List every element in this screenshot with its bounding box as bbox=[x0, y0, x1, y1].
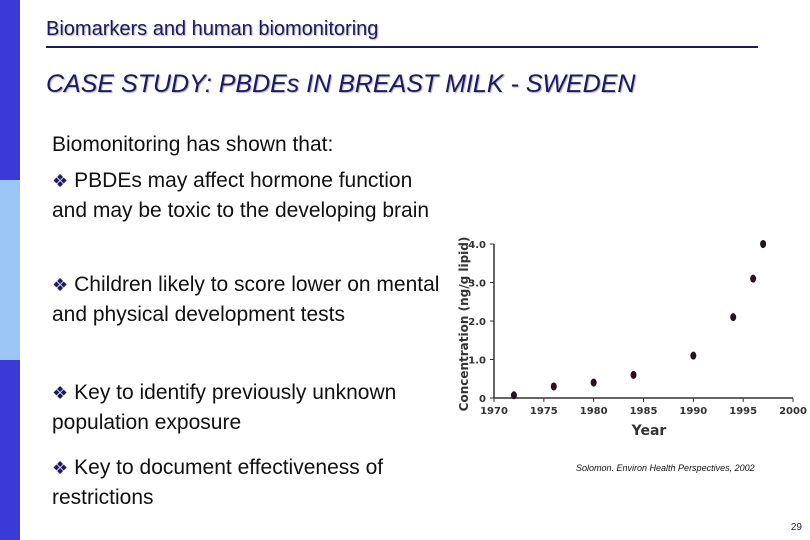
header-divider bbox=[46, 46, 758, 48]
chart-data-point bbox=[690, 351, 697, 360]
source-citation: Solomon. Environ Health Perspectives, 20… bbox=[576, 463, 755, 473]
chart-x-tick-label: 1970 bbox=[480, 406, 508, 417]
chart-data-point bbox=[630, 370, 637, 379]
bullet-4: ❖ Key to document effectiveness of restri… bbox=[52, 453, 442, 513]
bullet-1: ❖ PBDEs may affect hormone function and m… bbox=[52, 166, 442, 226]
left-accent-bar-top bbox=[0, 0, 20, 180]
chart-x-tick-label: 1990 bbox=[679, 406, 707, 417]
chart-y-tick-label: 2.0 bbox=[468, 317, 486, 328]
chart-data-point bbox=[750, 274, 757, 283]
chart-x-tick-label: 1980 bbox=[580, 406, 608, 417]
diamond-bullet-icon: ❖ bbox=[52, 383, 69, 403]
chart-x-tick-label: 1995 bbox=[729, 406, 757, 417]
chart-data-point bbox=[590, 378, 597, 387]
bullet-2-text: Children likely to score lower on mental… bbox=[52, 273, 440, 326]
chart-points-group bbox=[510, 240, 767, 400]
diamond-bullet-icon: ❖ bbox=[52, 458, 69, 478]
chart-y-tick-label: 4.0 bbox=[468, 240, 486, 251]
case-study-title: CASE STUDY: PBDEs IN BREAST MILK - SWEDE… bbox=[46, 70, 636, 98]
header-title: Biomarkers and human biomonitoring bbox=[46, 18, 379, 40]
chart-grid-group: 0 1.0 2.0 3.0 4.0 1970 1975 1980 1985 1990 1995 200… bbox=[468, 240, 807, 417]
chart-y-tick-label: 3.0 bbox=[468, 279, 486, 290]
bullet-3-text: Key to identify previously unknown popul… bbox=[52, 381, 397, 434]
chart-x-tick-label: 1985 bbox=[630, 406, 658, 417]
chart-x-tick-label: 1975 bbox=[530, 406, 558, 417]
pbde-concentration-chart: Concentration (ng/g lipid) Year 0 1.0 2.0 3… bbox=[457, 237, 807, 439]
bullet-3: ❖ Key to identify previously unknown popu… bbox=[52, 378, 442, 438]
chart-data-point bbox=[510, 391, 517, 400]
bullet-2: ❖ Children likely to score lower on menta… bbox=[52, 270, 442, 330]
chart-y-tick-label: 0 bbox=[479, 394, 486, 405]
biomonitoring-lead: Biomonitoring has shown that: bbox=[52, 133, 334, 156]
left-accent-bar-bottom bbox=[0, 360, 20, 540]
chart-data-point bbox=[730, 313, 737, 322]
page-number: 29 bbox=[790, 522, 802, 533]
bullet-4-text: Key to document effectiveness of restric… bbox=[52, 456, 384, 509]
diamond-bullet-icon: ❖ bbox=[52, 275, 69, 295]
diamond-bullet-icon: ❖ bbox=[52, 171, 69, 191]
bullet-1-text: PBDEs may affect hormone function and ma… bbox=[52, 169, 430, 222]
chart-y-axis-label: Concentration (ng/g lipid) bbox=[457, 237, 471, 412]
chart-data-point bbox=[550, 382, 557, 391]
chart-data-point bbox=[760, 240, 767, 248]
chart-x-tick-label: 2000 bbox=[779, 406, 807, 417]
left-accent-bar-middle bbox=[0, 180, 20, 360]
chart-y-tick-label: 1.0 bbox=[468, 356, 486, 367]
chart-x-axis-label: Year bbox=[631, 423, 667, 439]
